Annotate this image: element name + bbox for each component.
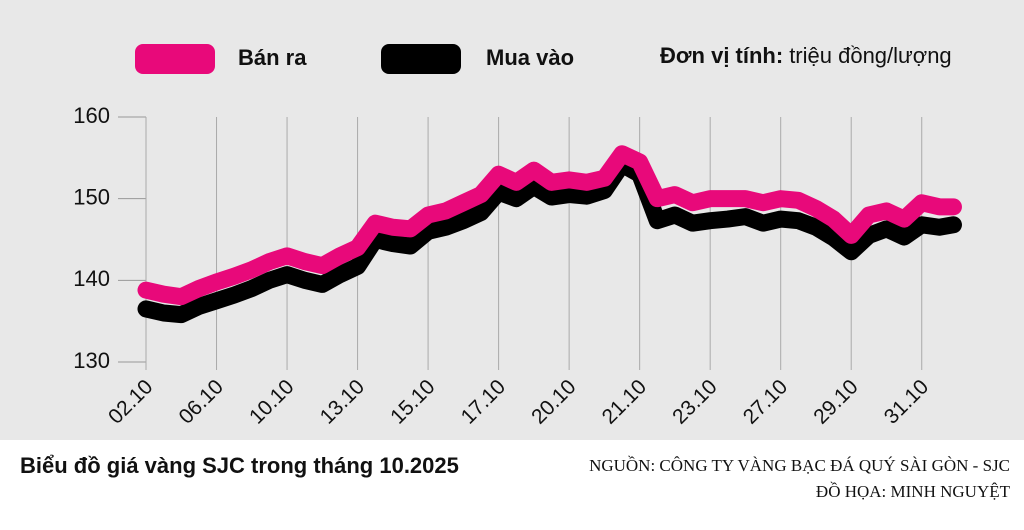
y-tick-label: 130 <box>73 348 110 373</box>
credit: ĐỒ HỌA: MINH NGUYỆT <box>816 482 1011 501</box>
unit-value: triệu đồng/lượng <box>789 43 951 68</box>
series-line <box>137 145 962 306</box>
caption: Biểu đồ giá vàng SJC trong tháng 10.2025 <box>20 453 459 478</box>
series-line <box>137 155 962 324</box>
y-tick-label: 150 <box>73 184 110 209</box>
y-tick-label: 140 <box>73 266 110 291</box>
legend-label: Mua vào <box>486 45 574 70</box>
unit-label: Đơn vị tính: <box>660 43 783 68</box>
legend-swatch <box>135 44 215 74</box>
legend: Bán ra Mua vào <box>135 44 574 74</box>
legend-swatch <box>381 44 461 74</box>
legend-label: Bán ra <box>238 45 307 70</box>
source: NGUỒN: CÔNG TY VÀNG BẠC ĐÁ QUÝ SÀI GÒN -… <box>589 456 1010 475</box>
y-tick-label: 160 <box>73 103 110 128</box>
